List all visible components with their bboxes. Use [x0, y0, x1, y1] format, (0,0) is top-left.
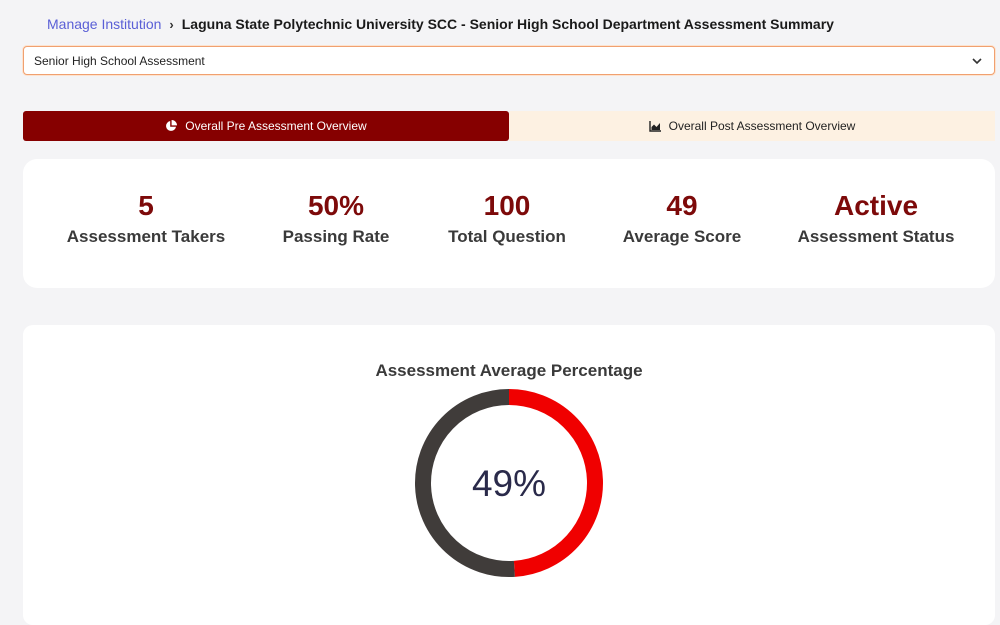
chart-title: Assessment Average Percentage [375, 361, 643, 380]
stat-label: Average Score [622, 227, 742, 246]
stat-label: Assessment Status [797, 227, 955, 246]
pie-chart-icon [165, 120, 178, 132]
assessment-select[interactable]: Senior High School Assessment [23, 46, 995, 75]
stat-total-question: 100 Total Question [448, 189, 566, 249]
breadcrumb-link-manage-institution[interactable]: Manage Institution [47, 16, 162, 32]
donut-chart: 49% [415, 389, 603, 577]
stat-passing-rate: 50% Passing Rate [283, 189, 390, 249]
tab-post-assessment-overview[interactable]: Overall Post Assessment Overview [509, 111, 995, 141]
stat-value: Active [833, 190, 919, 221]
stat-assessment-status: Active Assessment Status [798, 189, 955, 249]
breadcrumb-current: Laguna State Polytechnic University SCC … [181, 16, 834, 32]
stats-card: 5 Assessment Takers 50% Passing Rate 100… [23, 159, 995, 288]
overview-tabs: Overall Pre Assessment Overview Overall … [23, 111, 995, 141]
stat-value: 50% [307, 190, 365, 221]
stat-label: Total Question [448, 227, 566, 246]
stat-label: Passing Rate [282, 227, 390, 246]
stat-value: 49 [666, 190, 698, 221]
stat-assessment-takers: 5 Assessment Takers [67, 189, 225, 249]
stat-value: 100 [483, 190, 531, 221]
chevron-down-icon [970, 54, 984, 68]
assessment-select-value: Senior High School Assessment [34, 53, 205, 68]
donut-center-label: 49% [472, 463, 546, 504]
breadcrumb: Manage Institution › Laguna State Polyte… [47, 14, 834, 34]
stat-average-score: 49 Average Score [623, 189, 741, 249]
area-chart-icon [648, 120, 661, 132]
breadcrumb-separator-icon: › [169, 16, 174, 32]
donut-slice-score [508, 389, 603, 577]
stat-label: Assessment Takers [66, 227, 226, 246]
tab-pre-assessment-label: Overall Pre Assessment Overview [185, 119, 367, 133]
tab-pre-assessment-overview[interactable]: Overall Pre Assessment Overview [23, 111, 509, 141]
chart-card: Assessment Average Percentage 49% [23, 325, 995, 625]
donut-slice-remainder [415, 389, 515, 577]
stat-value: 5 [138, 190, 154, 221]
tab-post-assessment-label: Overall Post Assessment Overview [668, 119, 856, 133]
